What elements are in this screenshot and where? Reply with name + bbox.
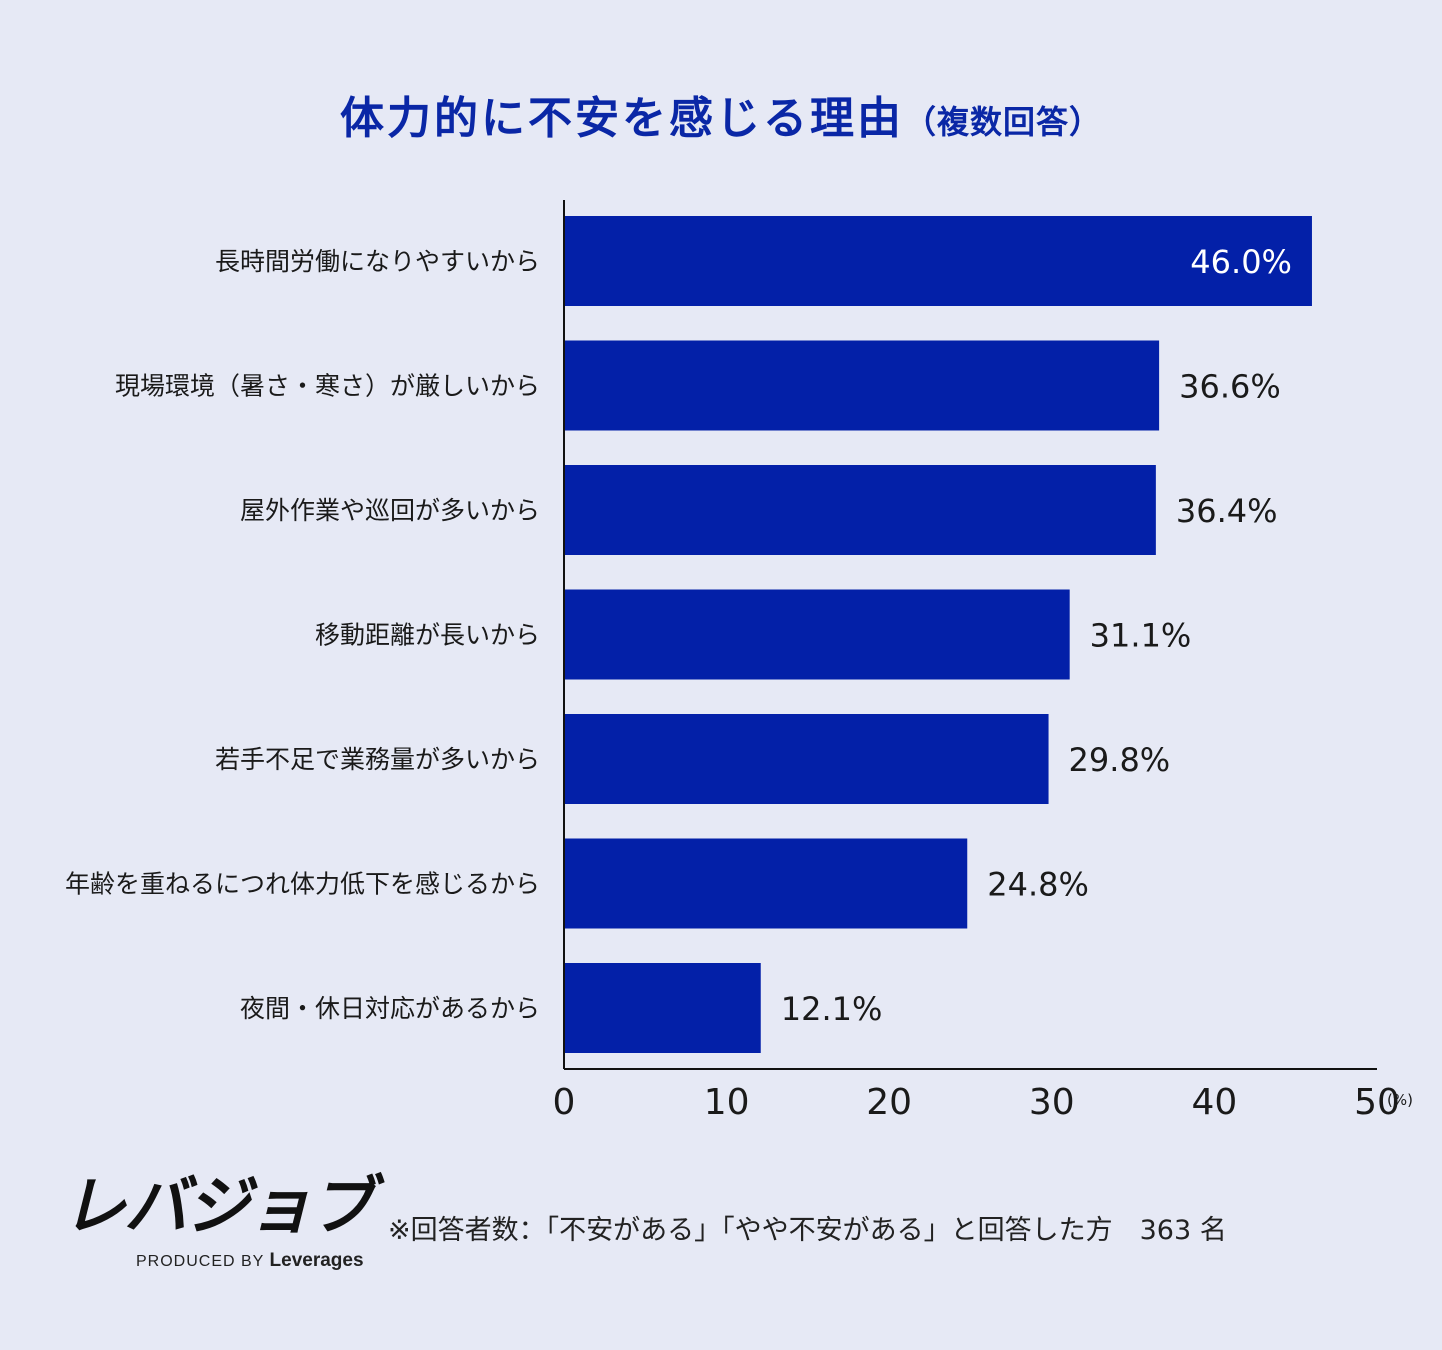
chart-title: 体力的に不安を感じる理由（複数回答） (0, 82, 1442, 146)
value-label: 24.8% (987, 866, 1089, 904)
x-tick-label: 40 (1191, 1082, 1237, 1123)
x-tick-label: 30 (1029, 1082, 1075, 1123)
bar (564, 714, 1049, 804)
bar (564, 465, 1156, 555)
logo-wordmark: レバジョブ (62, 1170, 374, 1244)
logo-byline-brand: Leverages (269, 1250, 364, 1271)
chart-title-main: 体力的に不安を感じる理由 (339, 93, 904, 144)
brand-logo: レバジョブ PRODUCED BY Leverages (62, 1170, 374, 1282)
bar (564, 838, 968, 929)
value-label: 29.8% (1069, 741, 1171, 779)
bar (564, 340, 1160, 431)
value-label: 36.4% (1176, 492, 1278, 530)
bar (564, 963, 761, 1053)
category-label: 移動距離が長いから (315, 621, 540, 650)
logo-byline: PRODUCED BY Leverages (136, 1250, 372, 1272)
category-label: 長時間労働になりやすいから (215, 247, 540, 276)
x-tick-label: 20 (866, 1082, 912, 1123)
x-tick-label: 10 (704, 1082, 750, 1123)
logo-byline-prefix: PRODUCED BY (136, 1253, 265, 1270)
bar-chart: 長時間労働になりやすいから 46.0% 現場環境（暑さ・寒さ）が厳しいから 36.6%… (65, 200, 1413, 1123)
x-tick-label: 50 (1354, 1082, 1400, 1123)
value-label: 31.1% (1090, 617, 1192, 655)
value-label: 12.1% (781, 990, 883, 1028)
chart-title-sub: （複数回答） (903, 103, 1102, 141)
category-label: 夜間・休日対応があるから (240, 994, 540, 1023)
bar (564, 216, 1312, 306)
category-label: 現場環境（暑さ・寒さ）が厳しいから (115, 372, 540, 401)
value-label: 46.0% (1190, 243, 1292, 281)
respondent-note: ※回答者数：「不安がある」「やや不安がある」と回答した方 363 名 (388, 1215, 1227, 1246)
value-label: 36.6% (1179, 368, 1281, 406)
x-tick-label: 0 (553, 1082, 576, 1123)
category-label: 若手不足で業務量が多いから (215, 745, 540, 774)
bar (564, 589, 1070, 680)
x-axis-unit: (%) (1387, 1091, 1413, 1109)
category-label: 屋外作業や巡回が多いから (240, 496, 540, 525)
category-label: 年齢を重ねるにつれ体力低下を感じるから (65, 870, 540, 899)
